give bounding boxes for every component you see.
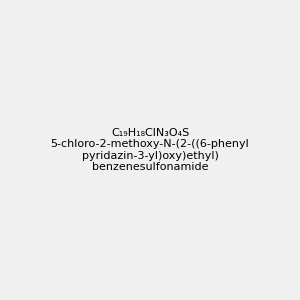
Text: C₁₉H₁₈ClN₃O₄S
5-chloro-2-methoxy-N-(2-((6-phenyl
pyridazin-3-yl)oxy)ethyl)
benze: C₁₉H₁₈ClN₃O₄S 5-chloro-2-methoxy-N-(2-((… — [51, 128, 249, 172]
